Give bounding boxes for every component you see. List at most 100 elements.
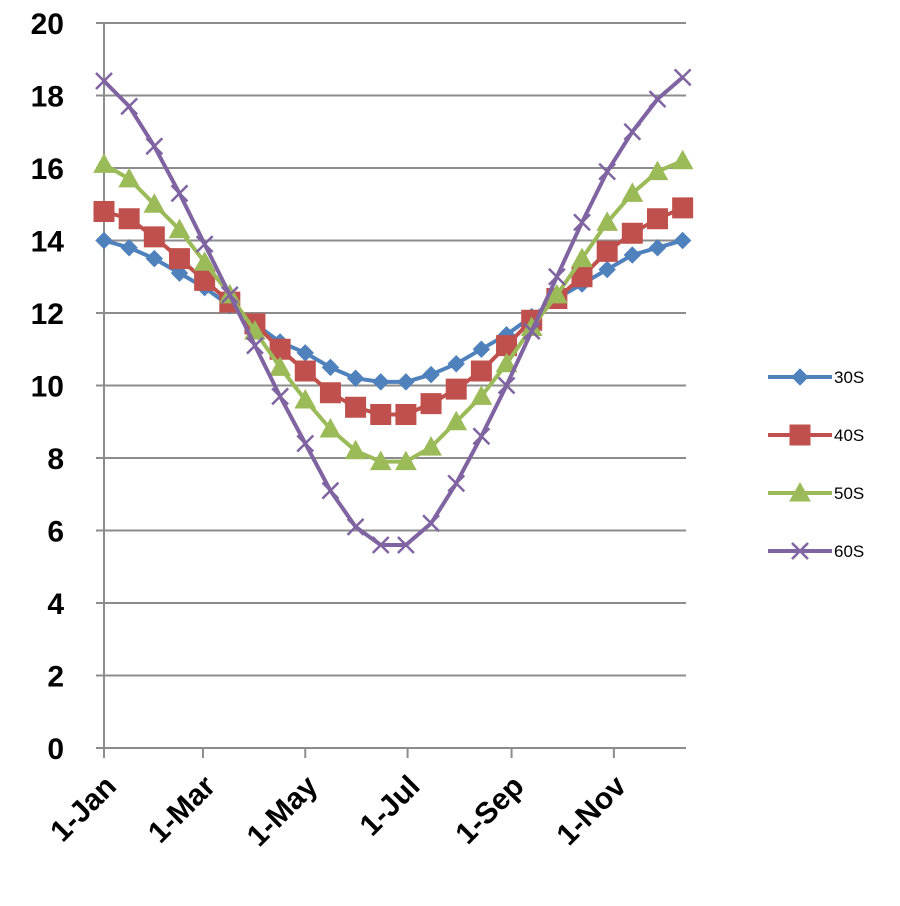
data-point-40S xyxy=(672,197,694,219)
data-point-40S xyxy=(596,240,618,262)
data-point-60S xyxy=(497,376,516,395)
gridlines xyxy=(104,22,686,677)
data-point-60S xyxy=(220,285,239,304)
data-point-30S xyxy=(598,260,616,279)
data-point-60S xyxy=(447,474,466,493)
legend-item-40S: 40S xyxy=(768,424,864,446)
data-point-30S xyxy=(422,365,440,384)
legend-label: 50S xyxy=(834,484,864,503)
x-axis-tick-labels: 1-Jan 1-Mar 1-May 1-Jul 1-Sep 1-Nov xyxy=(44,769,633,853)
data-point-50S xyxy=(596,211,619,231)
data-point-60S xyxy=(371,536,390,554)
data-point-30S xyxy=(372,373,390,391)
data-point-60S xyxy=(296,434,315,453)
data-point-50S xyxy=(294,388,317,409)
data-point-50S xyxy=(571,247,593,268)
data-point-30S xyxy=(95,231,113,250)
data-point-50S xyxy=(319,417,342,438)
data-point-50S xyxy=(621,182,644,202)
legend-label: 30S xyxy=(834,368,864,387)
data-point-40S xyxy=(420,393,442,415)
y-tick-label: 16 xyxy=(31,153,64,186)
legend-swatch-marker xyxy=(791,368,809,386)
x-tick-label: 1-Jan xyxy=(44,770,123,849)
data-point-50S xyxy=(369,450,392,471)
data-point-60S xyxy=(673,68,692,87)
legend-swatch-marker xyxy=(789,424,811,446)
data-point-40S xyxy=(370,404,392,425)
data-point-60S xyxy=(145,137,164,156)
data-point-30S xyxy=(472,340,491,358)
x-tick-label: 1-Nov xyxy=(551,769,633,851)
data-point-50S xyxy=(93,153,115,173)
data-point-60S xyxy=(120,97,139,116)
data-point-40S xyxy=(294,360,316,382)
legend-label: 40S xyxy=(834,426,864,445)
data-point-30S xyxy=(623,246,642,264)
y-tick-label: 8 xyxy=(47,443,64,476)
data-point-40S xyxy=(168,248,190,270)
data-point-50S xyxy=(344,439,367,460)
data-point-60S xyxy=(321,481,340,500)
legend-item-50S: 50S xyxy=(768,481,864,503)
data-point-60S xyxy=(547,267,566,286)
y-tick-label: 0 xyxy=(47,733,64,766)
data-point-30S xyxy=(397,373,415,391)
data-point-50S xyxy=(470,385,493,405)
data-point-60S xyxy=(170,184,189,203)
y-tick-label: 18 xyxy=(31,81,64,114)
legend-label: 60S xyxy=(834,542,864,561)
data-point-30S xyxy=(648,239,667,257)
axes xyxy=(96,22,686,758)
data-point-40S xyxy=(319,382,341,404)
series-line-50S xyxy=(103,158,684,464)
x-tick-label: 1-Sep xyxy=(449,770,530,851)
series-60S xyxy=(95,68,692,554)
y-tick-label: 6 xyxy=(47,516,64,549)
legend-swatch-marker xyxy=(789,481,811,502)
x-tick-label: 1-May xyxy=(241,769,325,853)
data-point-30S xyxy=(296,344,314,362)
data-point-60S xyxy=(397,536,415,554)
data-point-30S xyxy=(673,231,692,250)
data-point-50S xyxy=(420,436,442,456)
x-tick-label: 1-Jul xyxy=(354,770,427,843)
data-point-50S xyxy=(646,160,669,181)
data-point-60S xyxy=(472,427,491,446)
data-point-50S xyxy=(495,352,518,373)
data-point-60S xyxy=(598,162,617,181)
y-tick-label: 10 xyxy=(31,371,64,404)
data-point-30S xyxy=(447,355,465,373)
data-point-30S xyxy=(321,358,340,377)
data-point-50S xyxy=(395,450,417,471)
y-tick-label: 12 xyxy=(31,298,64,331)
data-point-40S xyxy=(395,404,417,425)
data-point-40S xyxy=(93,201,115,222)
data-point-60S xyxy=(623,122,642,141)
series-line-60S xyxy=(102,75,684,547)
data-point-40S xyxy=(646,208,668,230)
data-point-40S xyxy=(345,396,367,418)
data-point-60S xyxy=(346,517,365,536)
data-point-40S xyxy=(143,226,165,248)
data-point-40S xyxy=(621,222,643,244)
data-point-50S xyxy=(193,251,216,271)
data-point-60S xyxy=(422,514,440,533)
data-series xyxy=(93,68,694,554)
y-axis-tick-labels: 0 2 4 6 8 10 12 14 16 18 20 xyxy=(31,8,65,766)
data-point-40S xyxy=(470,360,492,382)
y-tick-label: 20 xyxy=(31,8,64,41)
data-point-50S xyxy=(143,193,166,213)
legend-item-30S: 30S xyxy=(768,368,864,387)
data-point-60S xyxy=(95,72,113,90)
y-tick-label: 14 xyxy=(31,226,65,259)
data-point-40S xyxy=(445,378,467,400)
data-point-50S xyxy=(269,356,291,376)
data-point-60S xyxy=(271,387,289,406)
data-point-50S xyxy=(118,167,141,188)
data-point-30S xyxy=(346,369,365,387)
x-tick-label: 1-Mar xyxy=(142,769,222,849)
data-point-50S xyxy=(445,410,468,431)
y-tick-label: 2 xyxy=(47,661,64,694)
data-point-50S xyxy=(546,283,568,304)
